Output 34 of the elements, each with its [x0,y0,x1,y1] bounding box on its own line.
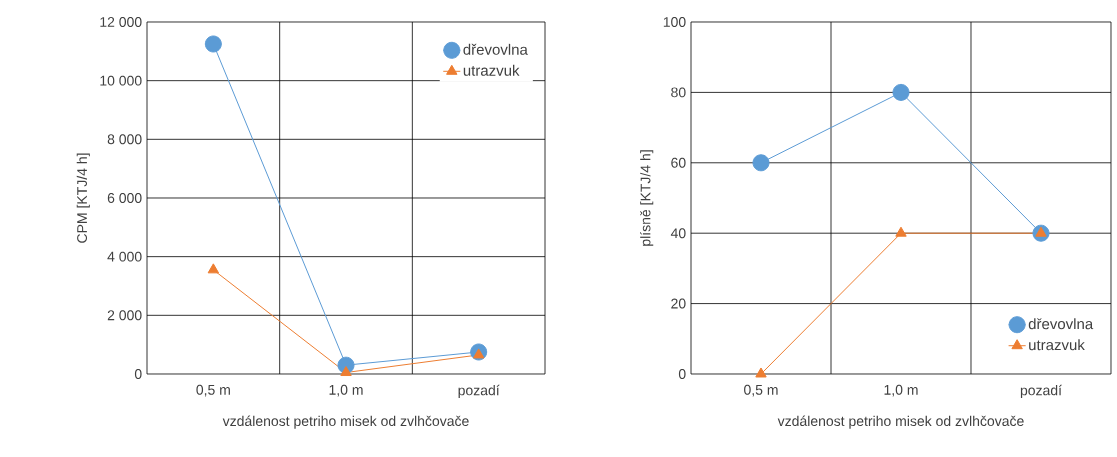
y-tick-label: 100 [663,17,686,27]
point [755,367,767,378]
legend-label: dřevovlna [1028,318,1094,330]
legend-label: dřevovlna [463,43,528,55]
y-tick-label: 6 000 [107,193,142,203]
x-tick-label: 0,5 m [196,384,230,397]
x-tick-label: 1,0 m [329,384,363,397]
legend-label: utrazvuk [463,64,520,76]
x-tick-label: pozadí [1020,384,1062,399]
point [892,83,910,101]
legend-label: utrazvuk [1029,339,1085,351]
y-tick-label: 80 [671,87,686,98]
y-tick-label: 40 [670,228,686,239]
x-tick-label: 1,0 m [884,384,918,397]
y-tick-label: 2 000 [107,310,142,321]
x-tick-label: 0,5 m [744,384,778,397]
y-axis-title: CPM [KTJ/4 h] [76,153,90,243]
y-tick-label: 20 [671,298,686,309]
point [895,226,907,237]
y-tick-label: 60 [671,157,686,168]
point [207,263,220,274]
x-tick-label: pozadí [458,384,500,399]
y-tick-label: 4 000 [107,251,142,262]
point [752,154,770,172]
y-tick-label: 12 000 [100,17,142,27]
point [204,35,222,53]
x-axis-title: vzdálenost petriho misek od zvlhčovače [777,415,1024,429]
x-axis-title: vzdálenost petriho misek od zvlhčovače [222,415,469,429]
point [340,366,352,377]
y-tick-label: 10 000 [100,75,142,86]
y-tick-label: 0 [678,369,686,379]
y-tick-label: 8 000 [107,134,142,145]
y-tick-label: 0 [134,369,142,379]
y-axis-title: plísně [KTJ/4 h] [640,150,654,246]
